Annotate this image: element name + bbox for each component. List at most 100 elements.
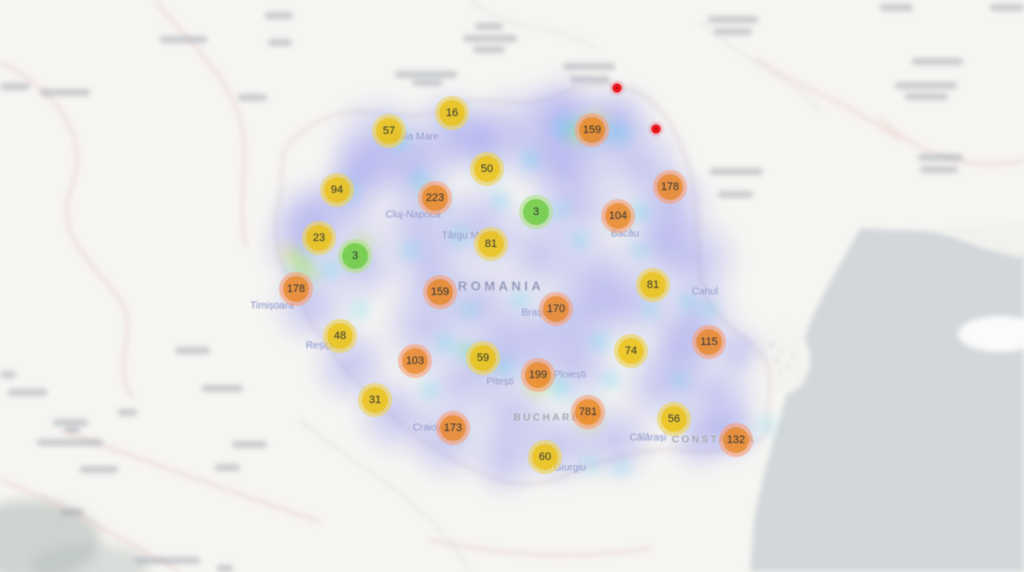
red-point-marker-icon[interactable] [612, 83, 622, 93]
cluster-count: 170 [546, 303, 566, 315]
cluster-count: 178 [286, 283, 306, 295]
heat-blob [630, 240, 650, 260]
blurred-map-label [0, 83, 30, 90]
city-label: Reșița [305, 340, 335, 352]
cluster-count: 3 [532, 206, 540, 218]
cluster-count: 159 [430, 286, 450, 298]
cluster-marker[interactable]: 48 [327, 323, 353, 349]
cluster-marker[interactable]: 81 [640, 272, 666, 298]
red-point-marker-icon[interactable] [651, 124, 661, 134]
cluster-marker[interactable]: 31 [362, 387, 388, 413]
blurred-map-label [920, 166, 958, 173]
city-label: Brașov [521, 307, 553, 319]
blurred-map-label [475, 23, 503, 30]
cluster-marker[interactable]: 56 [661, 406, 687, 432]
cluster-marker[interactable]: 74 [618, 338, 644, 364]
cluster-count: 115 [700, 336, 718, 348]
coast-land-north [940, 222, 1024, 258]
cluster-count: 199 [528, 369, 548, 381]
lagoon-island [758, 326, 810, 394]
blurred-map-label [718, 191, 753, 198]
cluster-marker[interactable]: 170 [543, 296, 569, 322]
heat-blob [677, 291, 699, 313]
cluster-marker[interactable]: 178 [283, 276, 309, 302]
cluster-marker[interactable]: 178 [657, 174, 683, 200]
city-label: Giurgiu [553, 462, 587, 474]
cluster-marker[interactable]: 3 [342, 243, 368, 269]
heat-blob [612, 458, 632, 478]
blurred-map-label [990, 4, 1024, 11]
blurred-map-label [135, 557, 200, 564]
cluster-marker[interactable]: 23 [306, 225, 332, 251]
cluster-marker[interactable]: 94 [324, 177, 350, 203]
blurred-map-label [895, 82, 957, 89]
heat-blob [460, 300, 480, 320]
lagoon-speckles [770, 343, 795, 374]
cluster-count: 781 [578, 406, 598, 418]
cluster-count: 56 [667, 413, 681, 425]
city-label: Craiova [412, 422, 448, 434]
blurred-map-label [905, 93, 948, 100]
city-label: Cluj-Napoca [385, 209, 441, 221]
heat-blob [419, 379, 441, 401]
heat-blob [580, 455, 600, 475]
cluster-marker[interactable]: 57 [376, 118, 402, 144]
country-label: ROMANIA [457, 278, 545, 294]
cluster-marker[interactable]: 781 [575, 399, 601, 425]
blurred-map-label [238, 94, 267, 101]
city-label: Bacău [610, 228, 640, 240]
cluster-count: 81 [484, 238, 498, 250]
heat-blob [447, 224, 471, 248]
cluster-count: 23 [312, 232, 326, 244]
heat-blob [349, 299, 371, 321]
city-label: CONSTANȚA [671, 434, 757, 446]
blurred-map-label [463, 35, 517, 42]
blurred-map-label [710, 168, 763, 175]
cluster-marker[interactable]: 173 [440, 415, 466, 441]
cluster-marker[interactable]: 103 [402, 348, 428, 374]
cluster-marker[interactable]: 159 [579, 117, 605, 143]
cluster-count: 178 [660, 181, 680, 193]
cluster-marker[interactable]: 3 [523, 199, 549, 225]
blurred-map-label [37, 439, 103, 446]
cluster-marker[interactable]: 60 [532, 444, 558, 470]
cluster-marker[interactable]: 16 [439, 100, 465, 126]
cluster-marker[interactable]: 81 [478, 231, 504, 257]
heat-blob [640, 300, 660, 320]
cluster-count: 48 [333, 330, 347, 342]
blurred-map-label [8, 389, 47, 396]
blurred-map-label [202, 385, 243, 392]
cluster-marker[interactable]: 132 [723, 427, 749, 453]
blurred-map-label [65, 426, 80, 433]
cluster-count: 173 [443, 422, 463, 434]
cluster-marker[interactable]: 50 [474, 156, 500, 182]
cluster-marker[interactable]: 104 [605, 203, 631, 229]
heat-blob [599, 369, 621, 391]
blurred-map-label [217, 565, 233, 572]
heat-blob [588, 330, 612, 354]
blurred-map-label [265, 12, 293, 19]
cluster-marker[interactable]: 223 [422, 185, 448, 211]
heat-blob [712, 322, 768, 378]
cluster-marker[interactable]: 199 [525, 362, 551, 388]
blurred-map-label [40, 89, 90, 96]
admin-lines [299, 0, 821, 572]
cluster-marker[interactable]: 59 [470, 345, 496, 371]
blurred-map-label [232, 441, 267, 448]
cluster-count: 59 [476, 352, 490, 364]
delta-patch [958, 316, 1024, 352]
heat-blob [318, 258, 342, 282]
heat-blob [465, 420, 545, 500]
city-label: Călărași [629, 432, 667, 444]
blurred-map-label [53, 419, 88, 426]
cluster-count: 16 [445, 107, 459, 119]
blurred-map-label [215, 464, 240, 471]
cluster-marker[interactable]: 159 [427, 279, 453, 305]
cluster-marker[interactable]: 115 [696, 329, 722, 355]
cluster-count: 31 [368, 394, 382, 406]
